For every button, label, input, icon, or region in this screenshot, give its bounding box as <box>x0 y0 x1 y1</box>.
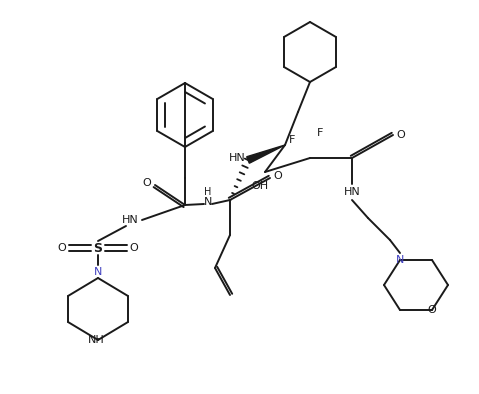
Text: O: O <box>397 130 405 140</box>
Text: N: N <box>94 267 102 277</box>
Text: OH: OH <box>251 181 269 191</box>
Text: O: O <box>428 305 436 315</box>
Text: O: O <box>130 243 138 253</box>
Text: H: H <box>205 187 212 197</box>
Text: N: N <box>204 197 212 207</box>
Text: HN: HN <box>229 153 246 163</box>
Text: N: N <box>396 255 404 265</box>
Text: O: O <box>57 243 67 253</box>
Text: O: O <box>274 171 283 181</box>
Text: HN: HN <box>122 215 138 225</box>
Text: S: S <box>93 242 103 255</box>
Text: HN: HN <box>343 187 360 197</box>
Text: F: F <box>317 128 323 138</box>
Text: NH: NH <box>88 335 104 345</box>
Polygon shape <box>247 145 285 163</box>
Text: F: F <box>289 135 295 145</box>
Text: O: O <box>143 178 151 188</box>
